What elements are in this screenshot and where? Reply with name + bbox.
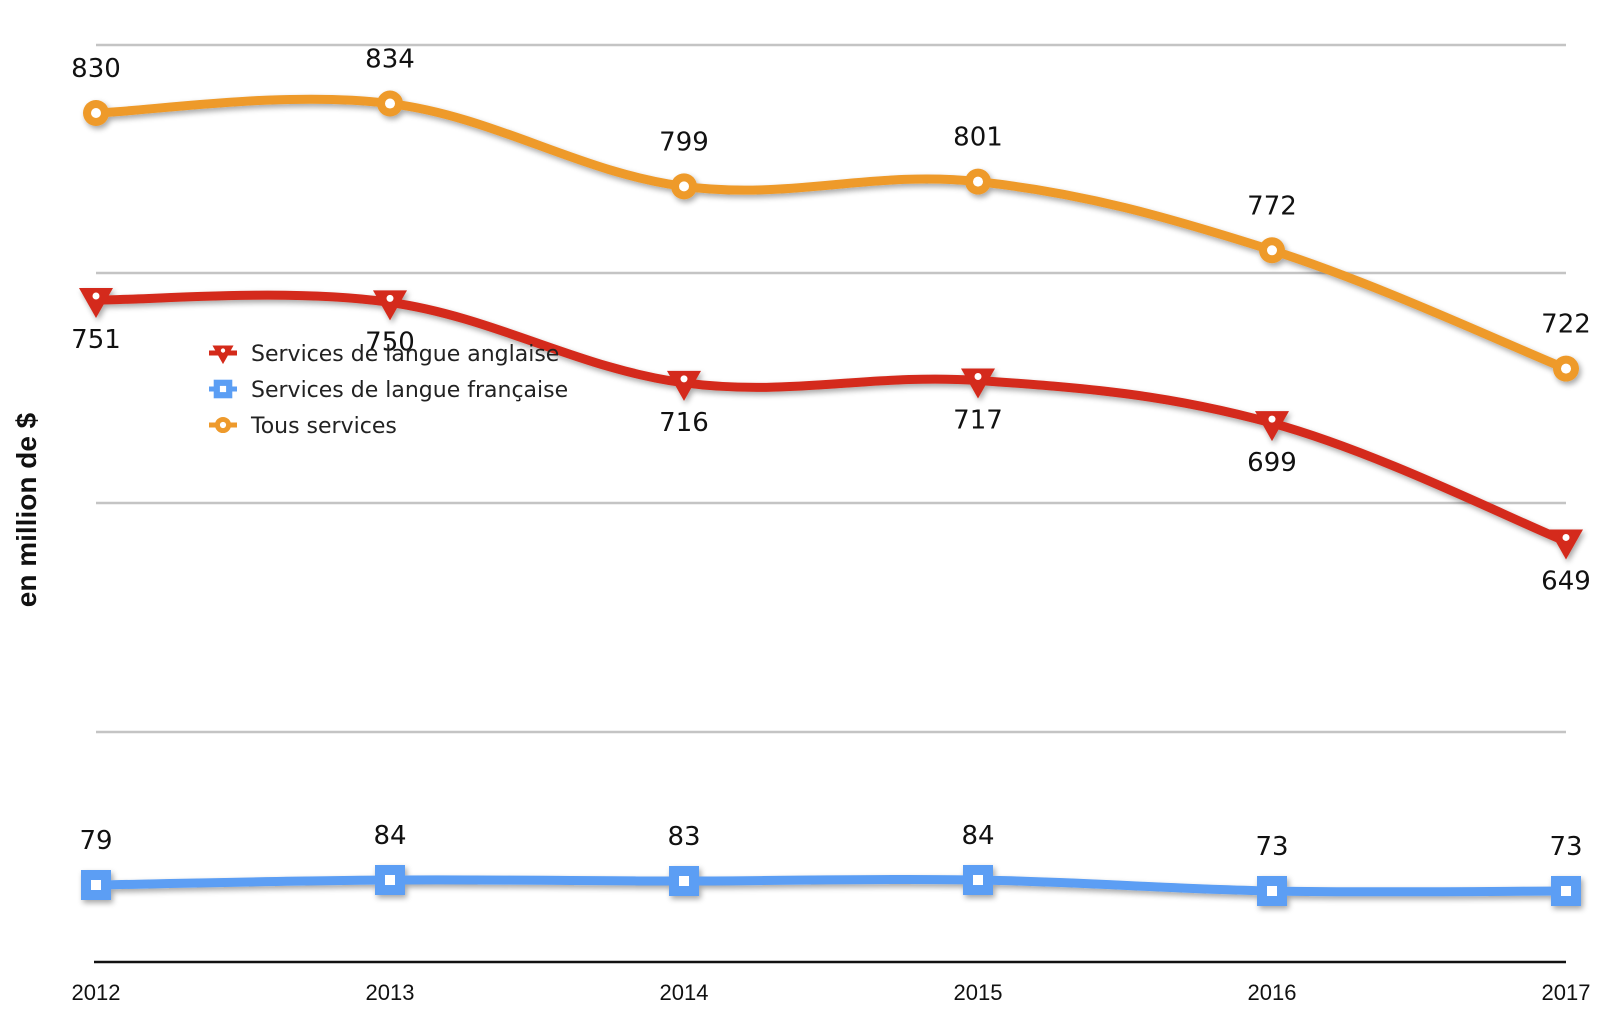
series-total xyxy=(83,90,1579,382)
data-point-center xyxy=(1268,415,1276,423)
x-tick-label: 2013 xyxy=(366,980,415,1005)
data-point-center xyxy=(385,98,395,109)
data-label: 722 xyxy=(1541,310,1591,340)
data-point-center xyxy=(92,292,100,300)
data-point-center xyxy=(385,875,395,885)
legend: Services de langue anglaise Services de l… xyxy=(209,342,568,439)
data-point xyxy=(961,368,995,399)
series-english xyxy=(79,288,1583,560)
data-point-center xyxy=(1562,533,1570,541)
data-point-center xyxy=(973,176,983,187)
legend-marker-center xyxy=(219,385,227,393)
data-label: 73 xyxy=(1255,832,1288,862)
legend-label: Services de langue anglaise xyxy=(251,342,559,367)
x-tick-label: 2016 xyxy=(1248,980,1297,1005)
data-point-center xyxy=(679,181,689,192)
data-label: 84 xyxy=(373,821,406,851)
series-line xyxy=(91,874,1571,897)
data-label: 699 xyxy=(1247,448,1297,478)
data-label: 834 xyxy=(365,45,415,75)
data-label: 717 xyxy=(953,405,1003,435)
data-point-center xyxy=(91,108,101,118)
data-label: 801 xyxy=(953,123,1003,153)
data-label: 649 xyxy=(1541,566,1591,596)
data-label: 772 xyxy=(1247,191,1297,221)
legend-item: Services de langue anglaise xyxy=(209,342,559,367)
data-label: 84 xyxy=(961,821,994,851)
y-axis-label: en million de $ xyxy=(11,412,42,607)
data-label: 751 xyxy=(71,325,121,355)
data-point-center xyxy=(680,375,688,383)
data-label: 83 xyxy=(667,822,700,852)
data-point xyxy=(1549,529,1583,560)
data-point-center xyxy=(1267,886,1277,896)
legend-marker-center xyxy=(219,421,227,429)
x-tick-label: 2014 xyxy=(660,980,709,1005)
data-point xyxy=(373,290,407,321)
data-label: 73 xyxy=(1549,832,1582,862)
data-label: 799 xyxy=(659,127,709,157)
series-line xyxy=(91,290,1571,546)
x-tick-label: 2017 xyxy=(1542,980,1591,1005)
data-point-center xyxy=(974,372,982,380)
gridlines xyxy=(96,43,1566,734)
data-point-center xyxy=(1267,245,1277,256)
data-label: 716 xyxy=(659,408,709,438)
legend-item: Services de langue française xyxy=(209,378,568,403)
legend-marker xyxy=(212,345,234,365)
series-line xyxy=(91,94,1571,374)
data-label: 750 xyxy=(365,327,415,357)
data-point xyxy=(79,288,113,318)
x-tick-label: 2012 xyxy=(72,980,121,1005)
data-point-center xyxy=(91,880,101,890)
data-label: 79 xyxy=(79,826,112,856)
x-axis: 2012 2013 2014 2015 2016 2017 xyxy=(72,960,1591,1005)
data-point-center xyxy=(973,875,983,885)
data-point-center xyxy=(386,294,394,302)
legend-item: Tous services xyxy=(209,414,397,439)
legend-label: Services de langue française xyxy=(251,378,568,403)
data-point-center xyxy=(679,876,689,886)
data-point xyxy=(1255,411,1289,442)
series-french xyxy=(81,865,1581,906)
x-tick-label: 2015 xyxy=(954,980,1003,1005)
data-point-center xyxy=(1561,886,1571,896)
legend-marker-center xyxy=(220,348,226,353)
data-point xyxy=(667,370,701,401)
legend-label: Tous services xyxy=(250,414,397,439)
data-label: 830 xyxy=(71,54,121,84)
data-point-center xyxy=(1561,363,1571,374)
series-layer: 79 84 83 84 73 73 751 750 716 717 699 649 830 834 799 8… xyxy=(71,45,1591,906)
